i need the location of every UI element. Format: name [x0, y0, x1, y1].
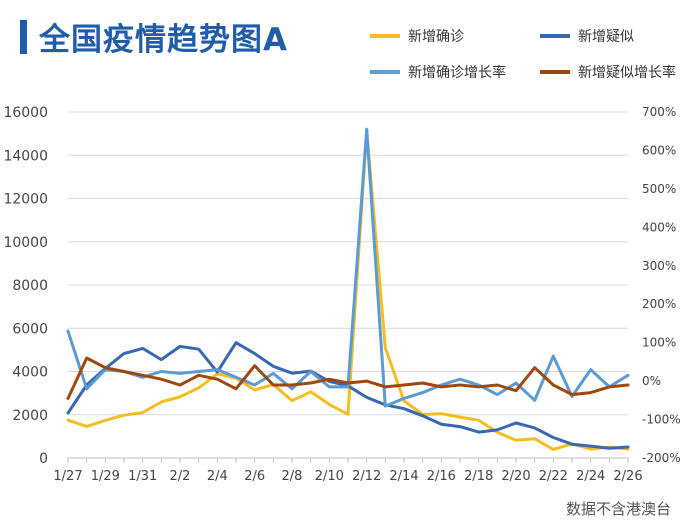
- series-line-1: [66, 128, 630, 451]
- legend: 新增确诊 新增疑似 新增确诊增长率 新增疑似增长率: [370, 26, 690, 86]
- legend-item-suspected-rate: 新增疑似增长率: [540, 62, 676, 82]
- x-tick-label: 2/12: [352, 469, 381, 484]
- x-tick-label: 2/16: [427, 469, 456, 484]
- y-right-tick-label: 0%: [642, 374, 661, 388]
- legend-item-suspected: 新增疑似: [540, 26, 634, 46]
- x-axis: 1/27 1/29 1/31 2/2 2/4 2/6 2/8 2/10 2/12 2/14 2/16…: [53, 457, 643, 484]
- x-tick-label: 2/24: [576, 469, 605, 484]
- title-accent-bar: [20, 19, 27, 54]
- y-right-tick-label: 100%: [642, 336, 676, 350]
- legend-item-confirmed-rate: 新增确诊增长率: [370, 62, 506, 82]
- x-tick-label: 1/29: [91, 469, 120, 484]
- series-lines: [66, 127, 630, 451]
- legend-swatch-suspected: [540, 34, 570, 38]
- y-left-tick-label: 0: [39, 451, 48, 467]
- title-block: 全国疫情趋势图A: [20, 14, 288, 59]
- legend-label-suspected-rate: 新增疑似增长率: [578, 65, 676, 81]
- legend-swatch-confirmed: [370, 34, 400, 38]
- legend-label-confirmed-rate: 新增确诊增长率: [408, 65, 506, 81]
- y-left-tick-label: 16000: [3, 105, 48, 121]
- y-left-tick-label: 14000: [3, 148, 48, 164]
- legend-item-confirmed: 新增确诊: [370, 26, 464, 46]
- x-tick-label: 2/14: [389, 469, 418, 484]
- y-right-tick-label: 600%: [642, 143, 676, 157]
- x-tick-label: 2/8: [282, 469, 303, 484]
- y-left-tick-label: 10000: [3, 235, 48, 251]
- x-tick-label: 2/4: [207, 469, 228, 484]
- y-right-tick-label: -200%: [642, 451, 681, 465]
- source-note: 数据不含港澳台: [565, 500, 671, 518]
- x-tick-label: 1/27: [53, 469, 82, 484]
- y-right-tick-label: 500%: [642, 182, 676, 196]
- chart-title: 全国疫情趋势图A: [39, 22, 288, 58]
- series-line-4: [66, 356, 630, 400]
- y-left-tick-label: 6000: [12, 321, 48, 337]
- legend-label-suspected: 新增疑似: [578, 29, 634, 45]
- right-axis: -200% -100% 0% 100% 200% 300% 400% 500% 600% 700%: [642, 105, 681, 465]
- y-right-tick-label: 200%: [642, 297, 676, 311]
- x-tick-label: 2/22: [539, 469, 568, 484]
- y-right-tick-label: 400%: [642, 220, 676, 234]
- legend-swatch-confirmed-rate: [370, 70, 400, 74]
- y-right-tick-label: 700%: [642, 105, 676, 119]
- x-tick-label: 2/2: [170, 469, 191, 484]
- y-left-tick-label: 8000: [12, 278, 48, 294]
- series-line-3: [66, 127, 630, 408]
- x-tick-label: 2/20: [501, 469, 530, 484]
- y-right-tick-label: -100%: [642, 413, 681, 427]
- x-tick-label: 2/6: [244, 469, 265, 484]
- y-left-tick-label: 2000: [12, 408, 48, 424]
- left-axis: 0 2000 4000 6000 8000 10000 12000 14000 16000: [3, 105, 48, 467]
- x-tick-label: 1/31: [128, 469, 157, 484]
- y-left-tick-label: 4000: [12, 365, 48, 381]
- legend-label-confirmed: 新增确诊: [408, 29, 464, 45]
- y-right-tick-label: 300%: [642, 259, 676, 273]
- x-tick-label: 2/26: [613, 469, 642, 484]
- x-tick-label: 2/18: [464, 469, 493, 484]
- y-left-tick-label: 12000: [3, 192, 48, 208]
- x-tick-label: 2/10: [315, 469, 344, 484]
- legend-swatch-suspected-rate: [540, 70, 570, 74]
